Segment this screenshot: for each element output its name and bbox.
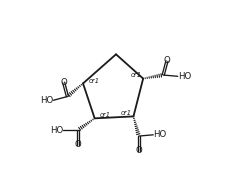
Text: or1: or1	[130, 72, 141, 78]
Text: HO: HO	[40, 96, 53, 105]
Text: O: O	[74, 140, 81, 149]
Text: or1: or1	[99, 112, 110, 118]
Text: or1: or1	[88, 79, 99, 84]
Text: HO: HO	[152, 130, 166, 139]
Text: HO: HO	[50, 126, 63, 134]
Text: O: O	[163, 56, 170, 66]
Text: HO: HO	[177, 72, 190, 81]
Text: O: O	[135, 146, 142, 155]
Text: O: O	[60, 78, 67, 87]
Text: or1: or1	[120, 110, 131, 116]
